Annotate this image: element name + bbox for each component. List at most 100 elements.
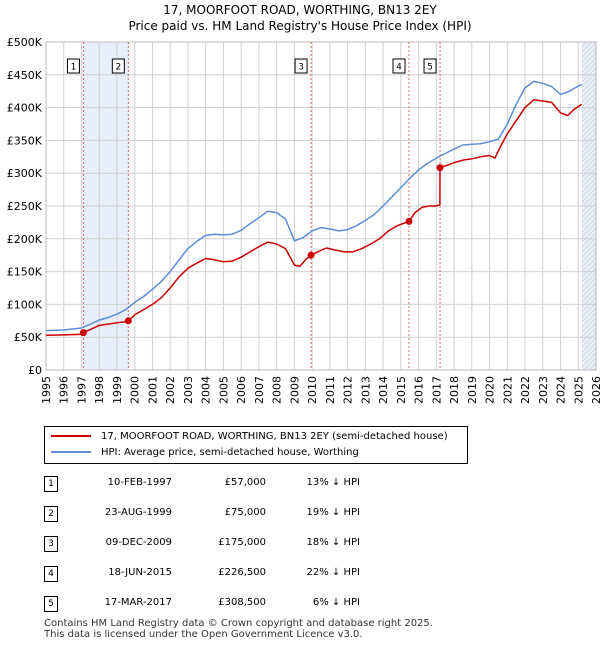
sale-date: 18-JUN-2015 — [108, 567, 172, 578]
sale-date: 23-AUG-1999 — [104, 507, 172, 518]
hatch-line — [581, 312, 597, 328]
hatch-line — [581, 252, 597, 268]
y-tick-label: £500K — [7, 36, 43, 49]
hatch-line — [581, 237, 597, 253]
y-tick-label: £250K — [7, 200, 43, 213]
hatch-line — [581, 87, 597, 103]
x-tick-label: 2011 — [324, 376, 337, 404]
sale-number: 4 — [44, 566, 58, 582]
sale-number: 5 — [44, 596, 58, 612]
hatch-line — [581, 247, 597, 263]
hatch-line — [581, 122, 597, 138]
x-tick-label: 2001 — [146, 376, 159, 404]
legend-hpi-swatch — [51, 451, 91, 453]
hatch-line — [581, 222, 597, 238]
hatch-line — [581, 82, 597, 98]
x-tick-label: 2015 — [395, 376, 408, 404]
sale-row: 4 18-JUN-2015 £226,500 22% ↓ HPI — [44, 564, 404, 584]
sale-price: £175,000 — [218, 537, 266, 548]
hatch-line — [581, 202, 597, 218]
hatch-line — [581, 97, 597, 113]
sale-marker-label: 3 — [298, 63, 304, 73]
hatch-line — [581, 317, 597, 333]
x-tick-label: 2017 — [430, 376, 443, 404]
hatch-line — [581, 327, 597, 343]
hatch-line — [581, 187, 597, 203]
hatch-line — [581, 257, 597, 273]
sale-row: 3 09-DEC-2009 £175,000 18% ↓ HPI — [44, 534, 404, 554]
sale-price: £226,500 — [218, 567, 266, 578]
x-tick-label: 2008 — [271, 376, 284, 404]
hatch-line — [581, 347, 597, 363]
hatch-line — [581, 352, 597, 368]
footer-licence: This data is licensed under the Open Gov… — [44, 629, 363, 640]
sale-point — [405, 217, 413, 225]
hatch-line — [581, 287, 597, 303]
legend: 17, MOORFOOT ROAD, WORTHING, BN13 2EY (s… — [44, 426, 468, 464]
plot-frame — [45, 41, 597, 371]
sale-hpi-diff: 19% ↓ HPI — [306, 507, 360, 518]
hatch-line — [581, 47, 597, 63]
hatch-line — [581, 41, 588, 48]
sale-row: 2 23-AUG-1999 £75,000 19% ↓ HPI — [44, 504, 404, 524]
x-tick-label: 2023 — [537, 376, 550, 404]
hatch-line — [581, 332, 597, 348]
hatch-line — [581, 207, 597, 223]
x-tick-label: 1996 — [58, 376, 71, 404]
hatch-line — [581, 227, 597, 243]
series-lines — [45, 80, 583, 336]
sale-marker-box — [423, 58, 437, 74]
x-tick-label: 2009 — [288, 376, 301, 404]
sale-markers: 1 2 3 4 5 — [66, 58, 437, 74]
sale-date: 09-DEC-2009 — [105, 537, 172, 548]
x-tick-label: 2021 — [501, 376, 514, 404]
y-tick-label: £150K — [7, 266, 43, 279]
sale-number: 3 — [44, 536, 58, 552]
y-tick-label: £300K — [7, 167, 43, 180]
legend-hpi-label: HPI: Average price, semi-detached house,… — [101, 447, 359, 458]
hatch-line — [581, 102, 597, 118]
sale-marker-box — [294, 58, 308, 74]
legend-price: 17, MOORFOOT ROAD, WORTHING, BN13 2EY (s… — [51, 429, 448, 445]
x-tick-label: 2006 — [235, 376, 248, 404]
x-tick-label: 1995 — [40, 376, 53, 404]
legend-price-swatch — [51, 435, 91, 437]
hatch-line — [581, 267, 597, 283]
x-tick-label: 2003 — [182, 376, 195, 404]
price-paid-line — [45, 98, 583, 336]
y-tick-label: £0 — [28, 364, 42, 377]
price-chart: 1 2 3 4 5 £0 £50K £100K £150K £200K £250K £300K £35… — [7, 36, 600, 404]
x-tick-label: 2014 — [377, 376, 390, 404]
x-tick-labels: 1995 1996 1997 1998 1999 2000 2001 2002 2003 2004… — [40, 376, 600, 404]
hatch-line — [581, 162, 597, 178]
sale-point — [124, 317, 132, 325]
hatch-line — [581, 167, 597, 183]
x-tick-label: 2026 — [590, 376, 600, 404]
y-tick-label: £400K — [7, 102, 43, 115]
hatch-line — [581, 242, 597, 258]
x-tick-label: 2005 — [217, 376, 230, 404]
hatch-line — [581, 107, 597, 123]
hatch-line — [581, 212, 597, 228]
hatch-line — [581, 337, 597, 353]
x-tick-label: 2019 — [466, 376, 479, 404]
hpi-line — [45, 80, 583, 332]
x-tick-label: 2025 — [572, 376, 585, 404]
sale-row: 1 10-FEB-1997 £57,000 13% ↓ HPI — [44, 474, 404, 494]
y-tick-label: £450K — [7, 69, 43, 82]
sale-point — [79, 329, 87, 337]
x-tick-label: 2024 — [555, 376, 568, 404]
footer: Contains HM Land Registry data © Crown c… — [44, 618, 564, 640]
hatch-line — [581, 322, 597, 338]
y-tick-labels: £0 £50K £100K £150K £200K £250K £300K £350K £400… — [7, 36, 43, 377]
y-tick-label: £200K — [7, 233, 43, 246]
hatch-line — [581, 342, 597, 358]
x-tick-label: 2002 — [164, 376, 177, 404]
x-tick-label: 1999 — [111, 376, 124, 404]
hatch-line — [581, 77, 597, 93]
sale-hpi-diff: 13% ↓ HPI — [306, 477, 360, 488]
sale-row: 5 17-MAR-2017 £308,500 6% ↓ HPI — [44, 594, 404, 614]
hatch-line — [581, 192, 597, 208]
sale-price: £308,500 — [218, 597, 266, 608]
title-line-2: Price paid vs. HM Land Registry's House … — [128, 19, 472, 33]
